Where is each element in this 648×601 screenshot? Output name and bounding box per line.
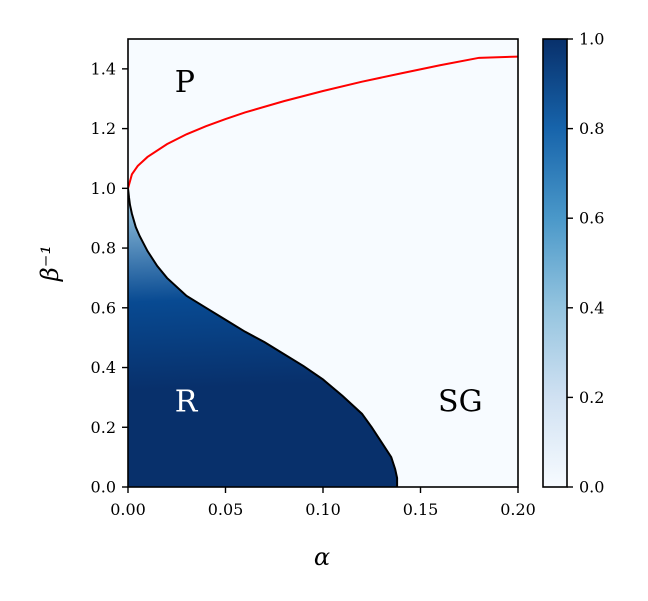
y-tick-label: 1.2 <box>91 119 116 138</box>
colorbar-tick-label: 0.4 <box>579 298 604 317</box>
y-tick-label: 0.6 <box>91 298 116 317</box>
region-annotations: P R SG <box>175 65 483 420</box>
colorbar-tick-label: 0.8 <box>579 119 604 138</box>
x-axis-ticks: 0.00 0.05 0.10 0.15 0.20 <box>110 487 536 519</box>
region-label-r: R <box>175 384 199 419</box>
x-tick-label: 0.05 <box>208 500 244 519</box>
y-tick-label: 0.4 <box>91 358 116 377</box>
x-tick-label: 0.15 <box>403 500 439 519</box>
region-label-sg: SG <box>438 384 483 419</box>
paramagnetic-transition-line <box>128 55 518 189</box>
colorbar-tick-label: 1.0 <box>579 30 604 49</box>
colorbar <box>542 38 568 488</box>
colorbar-tick-label: 0.2 <box>579 388 604 407</box>
x-axis-label: α <box>314 543 330 571</box>
y-axis-label: β⁻¹ <box>36 245 64 282</box>
phase-boundary-line <box>128 188 399 487</box>
y-tick-label: 1.4 <box>91 59 116 78</box>
x-tick-label: 0.00 <box>110 500 146 519</box>
y-axis-ticks: 0.0 0.2 0.4 0.6 0.8 1.0 1.2 1.4 <box>91 59 128 497</box>
retrieval-region-fill <box>128 188 398 487</box>
x-tick-label: 0.20 <box>500 500 536 519</box>
colorbar-tick-label: 0.6 <box>579 209 604 228</box>
colorbar-tick-label: 0.0 <box>579 478 604 497</box>
x-tick-label: 0.10 <box>305 500 341 519</box>
region-label-p: P <box>175 65 195 100</box>
y-tick-label: 0.8 <box>91 239 116 258</box>
colorbar-ticks: 0.0 0.2 0.4 0.6 0.8 1.0 <box>567 30 604 497</box>
y-tick-label: 0.2 <box>91 418 116 437</box>
y-tick-label: 1.0 <box>91 179 116 198</box>
y-tick-label: 0.0 <box>91 478 116 497</box>
